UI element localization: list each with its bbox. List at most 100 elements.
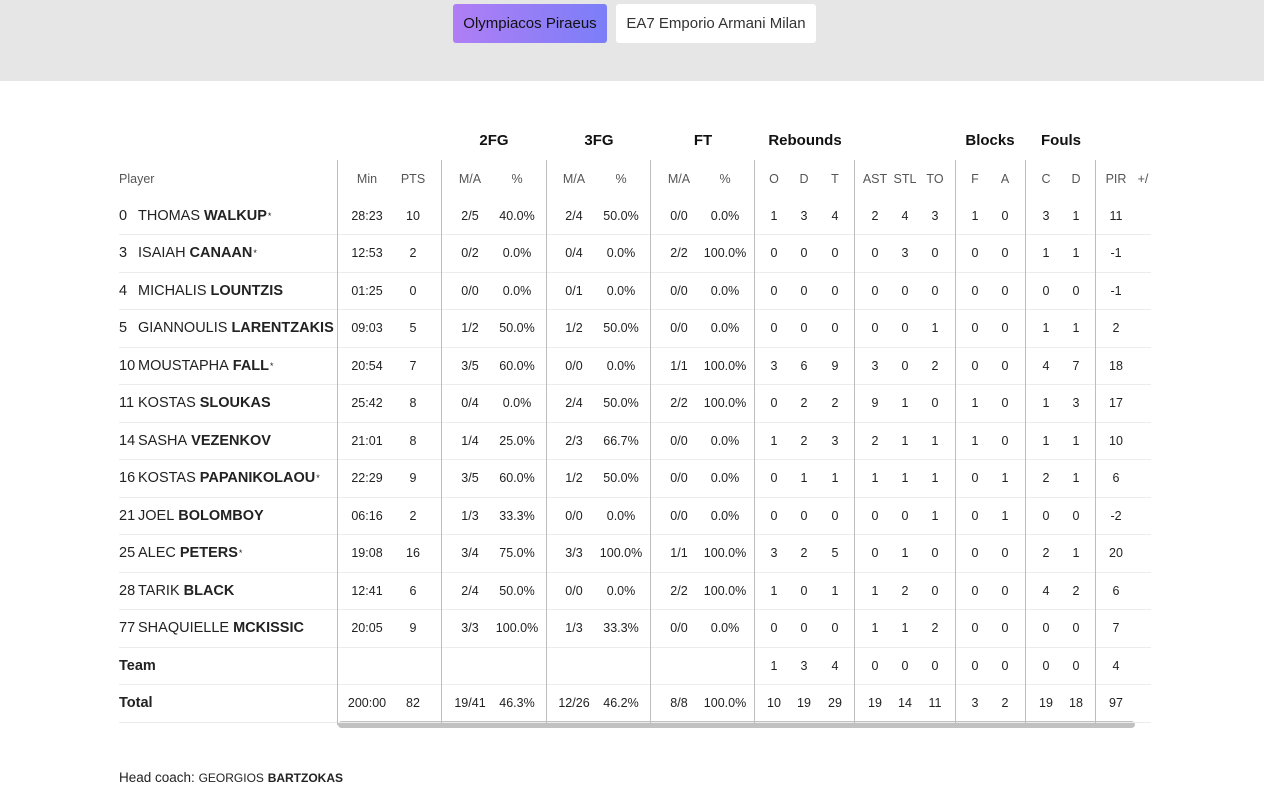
stat-to: 1 xyxy=(931,433,939,448)
player-name[interactable]: 10 MOUSTAPHA FALL * xyxy=(119,348,274,385)
col-header-reb-t[interactable]: T xyxy=(831,171,839,186)
player-last-name: LOUNTZIS xyxy=(210,282,284,299)
stat-reb-o: 0 xyxy=(770,396,778,411)
stat-foul-c: 0 xyxy=(1042,658,1050,673)
stat-3fg-ma: 0/0 xyxy=(565,583,583,598)
col-header-2fg-ma[interactable]: M/A xyxy=(458,171,482,186)
col-header-ft-ma[interactable]: M/A xyxy=(667,171,691,186)
player-number: 3 xyxy=(119,245,128,262)
player-first-name: MICHALIS xyxy=(138,282,207,299)
col-header-blk-a[interactable]: A xyxy=(1000,171,1010,186)
player-first-name: KOSTAS xyxy=(138,395,196,412)
column-divider xyxy=(337,160,338,725)
col-header-blk-f[interactable]: F xyxy=(971,171,979,186)
stat-blk-f: 0 xyxy=(971,621,979,636)
stat-stl: 1 xyxy=(901,396,909,411)
player-name[interactable]: 77 SHAQUIELLE MCKISSIC xyxy=(119,610,304,647)
stat-ft-ma: 0/0 xyxy=(670,283,688,298)
group-rebounds: Rebounds xyxy=(768,132,842,149)
stat-blk-a: 0 xyxy=(1001,246,1009,261)
stat-pir: 18 xyxy=(1109,358,1123,373)
col-header-player[interactable]: Player xyxy=(119,171,155,186)
stat-to: 0 xyxy=(931,246,939,261)
stat-foul-c: 1 xyxy=(1042,246,1050,261)
stat-reb-d: 2 xyxy=(800,546,808,561)
player-name[interactable]: 14 SASHA VEZENKOV xyxy=(119,423,271,460)
stat-3fg-pct: 0.0% xyxy=(606,358,636,373)
stat-3fg-pct: 0.0% xyxy=(606,508,636,523)
player-name[interactable]: 11 KOSTAS SLOUKAS xyxy=(119,385,271,422)
player-name[interactable]: 28 TARIK BLACK xyxy=(119,573,234,610)
player-name[interactable]: 21 JOEL BOLOMBOY xyxy=(119,498,264,535)
stat-reb-o: 1 xyxy=(770,208,778,223)
stat-ft-ma: 0/0 xyxy=(670,208,688,223)
stat-2fg-ma: 3/3 xyxy=(461,621,479,636)
stat-pir: 20 xyxy=(1109,546,1123,561)
player-name[interactable]: 0 THOMAS WALKUP * xyxy=(119,198,271,235)
col-header-foul-c[interactable]: C xyxy=(1041,171,1051,186)
stat-foul-c: 1 xyxy=(1042,321,1050,336)
col-header-ft-pct[interactable]: % xyxy=(719,171,731,186)
player-name[interactable]: 4 MICHALIS LOUNTZIS xyxy=(119,273,283,310)
stat-3fg-ma: 1/2 xyxy=(565,321,583,336)
group-fouls: Fouls xyxy=(1041,132,1081,149)
stat-2fg-ma: 0/2 xyxy=(461,246,479,261)
stat-ft-pct: 0.0% xyxy=(710,621,740,636)
col-header-pir[interactable]: PIR xyxy=(1105,171,1127,186)
col-header-3fg-pct[interactable]: % xyxy=(615,171,627,186)
stat-2fg-ma: 2/4 xyxy=(461,583,479,598)
col-header-stl[interactable]: STL xyxy=(893,171,917,186)
stat-reb-d: 0 xyxy=(800,321,808,336)
stat-pts: 9 xyxy=(409,471,417,486)
stat-blk-a: 2 xyxy=(1001,696,1009,711)
stat-foul-d: 1 xyxy=(1072,546,1080,561)
stat-foul-c: 2 xyxy=(1042,546,1050,561)
tab-milan[interactable]: EA7 Emporio Armani Milan xyxy=(616,4,816,43)
stat-reb-d: 3 xyxy=(800,658,808,673)
stat-blk-a: 0 xyxy=(1001,546,1009,561)
stat-blk-f: 0 xyxy=(971,358,979,373)
player-row: 16 KOSTAS PAPANIKOLAOU * 22:29 9 3/5 60.0% 1/2 50… xyxy=(119,460,1151,498)
player-number: 77 xyxy=(119,620,136,637)
stat-blk-a: 0 xyxy=(1001,396,1009,411)
stat-2fg-pct: 46.3% xyxy=(499,696,535,711)
stat-ft-ma: 0/0 xyxy=(670,508,688,523)
col-header-plusminus[interactable]: +/ xyxy=(1137,171,1149,186)
horizontal-scrollbar[interactable] xyxy=(338,721,1135,729)
player-row: 4 MICHALIS LOUNTZIS 01:25 0 0/0 0.0% 0/1 0.0% 0/0… xyxy=(119,273,1151,310)
col-header-min[interactable]: Min xyxy=(356,171,378,186)
player-name[interactable]: 16 KOSTAS PAPANIKOLAOU * xyxy=(119,460,320,497)
stat-ast: 19 xyxy=(868,696,882,711)
stat-ft-pct: 0.0% xyxy=(710,321,740,336)
stat-ft-pct: 100.0% xyxy=(703,396,747,411)
player-name[interactable]: 3 ISAIAH CANAAN * xyxy=(119,235,257,272)
stat-to: 3 xyxy=(931,208,939,223)
col-header-pts[interactable]: PTS xyxy=(400,171,426,186)
stat-ft-pct: 100.0% xyxy=(703,246,747,261)
col-header-to[interactable]: TO xyxy=(926,171,944,186)
col-header-ast[interactable]: AST xyxy=(862,171,888,186)
player-name[interactable]: 25 ALEC PETERS * xyxy=(119,535,242,572)
stat-pts: 82 xyxy=(406,696,420,711)
stat-pts: 0 xyxy=(409,283,417,298)
stat-ast: 0 xyxy=(871,321,879,336)
stat-pir: -1 xyxy=(1110,283,1122,298)
stat-blk-f: 1 xyxy=(971,433,979,448)
tab-olympiacos[interactable]: Olympiacos Piraeus xyxy=(453,4,607,43)
player-name[interactable]: 5 GIANNOULIS LARENTZAKIS xyxy=(119,310,334,347)
col-header-reb-o[interactable]: O xyxy=(769,171,779,186)
stat-2fg-pct: 0.0% xyxy=(502,283,532,298)
player-first-name: JOEL xyxy=(138,507,175,524)
stat-foul-d: 7 xyxy=(1072,358,1080,373)
column-divider xyxy=(854,160,855,725)
col-header-3fg-ma[interactable]: M/A xyxy=(562,171,586,186)
starter-marker: * xyxy=(253,248,257,259)
stat-reb-t: 9 xyxy=(831,358,839,373)
col-header-reb-d[interactable]: D xyxy=(799,171,809,186)
stat-reb-o: 1 xyxy=(770,658,778,673)
stat-pir: 11 xyxy=(1109,208,1123,223)
player-last-name: LARENTZAKIS xyxy=(231,320,334,337)
scrollbar-thumb[interactable] xyxy=(338,721,1135,728)
col-header-2fg-pct[interactable]: % xyxy=(511,171,523,186)
col-header-foul-d[interactable]: D xyxy=(1071,171,1081,186)
